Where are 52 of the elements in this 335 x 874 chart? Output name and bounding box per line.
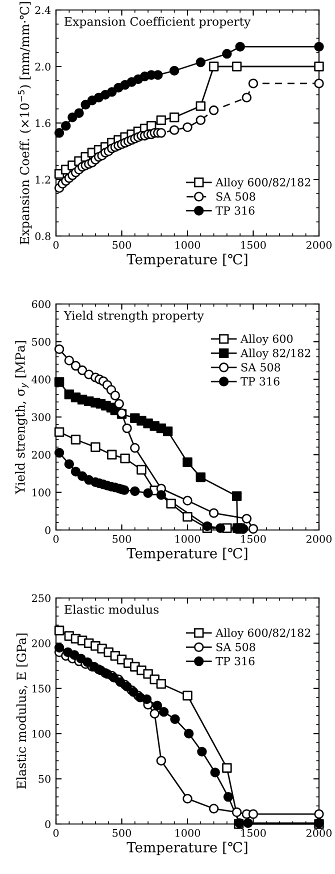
x-tick-label: 1500 [241, 829, 266, 837]
legend-label: TP 316 [216, 206, 254, 215]
y-tick-label: 2.0 [35, 62, 50, 71]
y-tick-label: 1.6 [36, 119, 50, 128]
y-tick-label: 250 [32, 594, 50, 602]
y-axis-title: Expansion Coeff. (×10$^{−5}$) [mm/mm·℃] [18, 2, 32, 244]
y-tick-label: 300 [32, 413, 50, 422]
legend-label: TP 316 [240, 377, 280, 386]
y-tick-label: 0.8 [35, 232, 50, 240]
legend-label: Alloy 600/82/182 [215, 628, 310, 640]
y-tick-label: 600 [32, 300, 50, 308]
y-tick-label: 1.2 [36, 176, 50, 184]
x-axis-title: Temperature [℃] [126, 842, 248, 856]
y-tick-label: 200 [32, 639, 50, 648]
x-tick-label: 1500 [241, 535, 266, 543]
y-tick-label: 400 [32, 376, 50, 384]
text: Expansion Coefficient property [64, 16, 251, 28]
y-tick-label: 150 [32, 684, 50, 693]
y-tick-label: 50 [38, 775, 50, 783]
x-tick-label: 2000 [306, 241, 332, 249]
x-tick-label: 1500 [241, 241, 266, 249]
y-axis-title: Elastic modulus, E [GPa] [16, 634, 28, 789]
legend-label: Alloy 82/182 [240, 348, 310, 360]
y-tick-label: 2.4 [35, 6, 51, 14]
y-tick-label: 100 [32, 488, 50, 496]
y-tick-label: 0 [45, 526, 50, 534]
legend-label: SA 508 [216, 642, 256, 652]
y-axis-title: Yield strength, σ$_{y}$ [MPa] [15, 341, 28, 494]
legend-label: Alloy 600/82/182 [215, 178, 310, 189]
x-tick-label: 500 [112, 535, 131, 543]
x-tick-label: 500 [112, 829, 131, 837]
legend-label: TP 316 [216, 656, 254, 666]
y-tick-label: 200 [32, 450, 50, 459]
x-tick-label: 0 [53, 829, 59, 837]
legend-label: Alloy 600 [240, 334, 293, 346]
x-axis-title: Temperature [℃] [126, 254, 248, 268]
chart-title: Elastic modulus [64, 604, 159, 614]
y-tick-label: 100 [32, 730, 50, 738]
x-axis-title: Temperature [℃] [126, 548, 248, 562]
x-tick-label: 1000 [176, 829, 200, 837]
x-tick-label: 0 [53, 241, 59, 249]
x-tick-label: 1000 [176, 241, 200, 249]
legend-label: SA 508 [241, 363, 280, 372]
text: Yield strength property [64, 310, 204, 322]
x-tick-label: 2000 [306, 829, 332, 837]
x-tick-label: 500 [112, 241, 131, 249]
y-tick-label: 0 [45, 820, 50, 828]
x-tick-label: 0 [53, 535, 59, 543]
legend-label: SA 508 [216, 192, 256, 201]
y-tick-label: 500 [32, 338, 50, 346]
x-tick-label: 2000 [306, 535, 332, 543]
x-tick-label: 1000 [176, 535, 200, 543]
